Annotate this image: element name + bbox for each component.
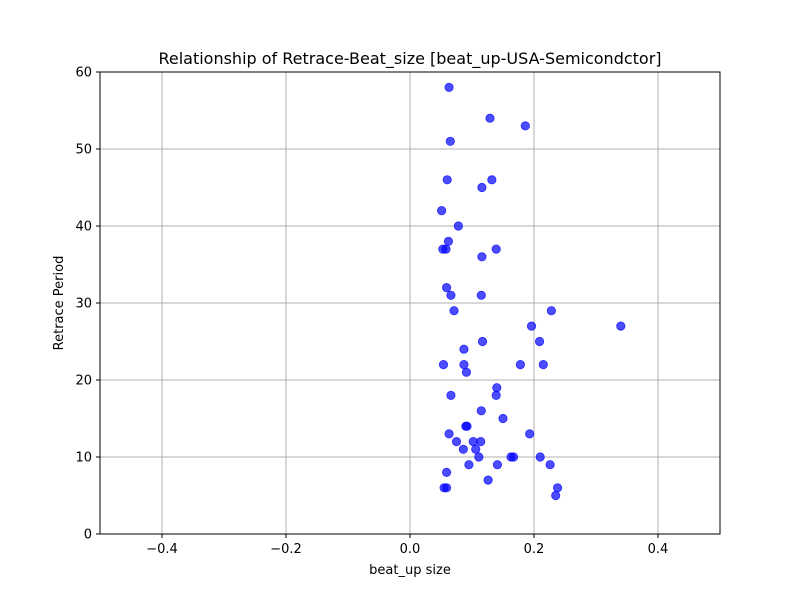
y-tick-label: 20 [75, 374, 92, 389]
scatter-point [525, 429, 535, 439]
scatter-point [438, 359, 449, 370]
scatter-point [441, 467, 452, 477]
scatter-point [526, 321, 537, 331]
scatter-point [535, 452, 545, 462]
scatter-point [476, 406, 486, 416]
scatter-point [492, 383, 502, 393]
scatter-point [492, 460, 503, 470]
scatter-point [476, 436, 486, 447]
scatter-point [538, 359, 548, 370]
points-layer [437, 82, 626, 501]
scatter-point [491, 390, 501, 400]
scatter-point [498, 413, 508, 424]
y-tick-label: 0 [84, 528, 92, 543]
scatter-point [458, 444, 468, 454]
scatter-point [534, 336, 545, 347]
scatter-point [546, 306, 556, 316]
scatter-point [487, 175, 497, 185]
scatter-point [441, 483, 452, 493]
scatter-point [477, 252, 487, 262]
y-tick-label: 50 [75, 143, 92, 158]
x-tick-label: −0.2 [270, 542, 302, 557]
scatter-point [444, 429, 454, 439]
scatter-point [477, 182, 487, 193]
scatter-point [551, 490, 561, 501]
scatter-point [441, 282, 452, 293]
x-tick-label: 0.2 [524, 542, 545, 557]
scatter-point [445, 136, 455, 146]
y-axis-label: Retrace Period [52, 256, 67, 351]
scatter-point [442, 175, 452, 185]
scatter-point [444, 82, 454, 93]
scatter-point [474, 452, 484, 462]
scatter-point [459, 359, 469, 370]
scatter-point [453, 221, 463, 231]
y-tick-label: 10 [75, 451, 92, 466]
scatter-point [437, 206, 447, 216]
x-tick-label: 0.0 [400, 542, 421, 557]
y-tick-label: 30 [75, 297, 92, 312]
chart-title: Relationship of Retrace-Beat_size [beat_… [158, 49, 661, 69]
x-tick-label: 0.4 [648, 542, 669, 557]
scatter-point [508, 452, 519, 462]
scatter-point [552, 483, 563, 493]
scatter-point [446, 290, 456, 300]
scatter-point [462, 421, 472, 431]
scatter-point [483, 475, 493, 485]
scatter-point [515, 359, 525, 370]
scatter-point [545, 460, 555, 470]
y-tick-label: 40 [75, 220, 92, 235]
scatter-point [443, 236, 454, 246]
scatter-point [616, 321, 626, 331]
x-axis-label: beat_up size [369, 563, 451, 578]
scatter-point [476, 290, 486, 300]
scatter-point [446, 390, 456, 400]
scatter-point [477, 336, 488, 347]
ticks-layer: −0.4 −0.2 0.0 0.2 0.4 0 10 20 30 40 50 60 [75, 66, 668, 558]
scatter-point [451, 436, 462, 447]
scatter-point [441, 244, 451, 254]
scatter-point [464, 460, 474, 470]
scatter-point [459, 344, 469, 354]
y-tick-label: 60 [75, 66, 92, 81]
scatter-point [520, 121, 530, 131]
scatter-point [449, 306, 459, 316]
scatter-point [471, 444, 481, 454]
x-tick-label: −0.4 [146, 542, 178, 557]
scatter-point [485, 113, 495, 123]
scatter-point [461, 367, 472, 377]
scatter-point [491, 244, 501, 254]
